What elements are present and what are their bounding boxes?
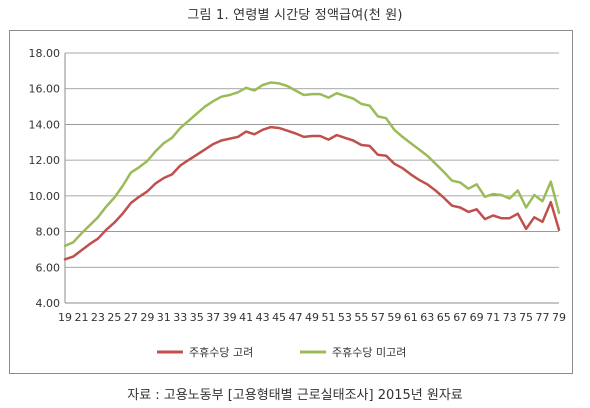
y-tick-label: 8.00 [36,226,61,239]
figure-title: 그림 1. 연령별 시간당 정액급여(천 원) [187,8,403,23]
y-tick-label: 6.00 [36,261,61,274]
x-tick-label: 33 [173,311,187,324]
x-tick-label: 57 [371,311,385,324]
x-tick-label: 65 [437,311,451,324]
legend-label-2: 주휴수당 미고려 [332,346,406,359]
x-tick-label: 27 [124,311,138,324]
x-tick-label: 41 [239,311,253,324]
x-tick-label: 63 [420,311,434,324]
x-tick-label: 77 [536,311,550,324]
source-note: 자료 : 고용노동부 [고용형태별 근로실태조사] 2015년 원자료 [127,388,463,403]
x-tick-label: 37 [206,311,220,324]
y-tick-label: 16.00 [29,83,61,96]
x-tick-label: 35 [190,311,204,324]
x-tick-label: 73 [503,311,517,324]
x-tick-label: 55 [354,311,368,324]
x-tick-label: 61 [404,311,418,324]
y-tick-label: 14.00 [29,118,61,131]
y-tick-label: 10.00 [29,190,61,203]
series-line-1 [63,125,561,261]
x-tick-label: 19 [58,311,72,324]
x-tick-label: 43 [256,311,270,324]
x-tick-label: 67 [453,311,467,324]
x-tick-label: 39 [223,311,237,324]
x-tick-label: 45 [272,311,286,324]
x-tick-label: 47 [289,311,303,324]
x-tick-label: 25 [107,311,121,324]
x-tick-label: 53 [338,311,352,324]
x-tick-label: 49 [305,311,319,324]
x-tick-label: 51 [321,311,335,324]
x-tick-label: 75 [519,311,533,324]
legend-label-1: 주휴수당 고려 [189,346,253,359]
y-tick-label: 12.00 [29,154,61,167]
x-tick-label: 79 [552,311,566,324]
x-tick-label: 71 [486,311,500,324]
x-tick-label: 29 [140,311,154,324]
y-tick-label: 18.00 [29,47,61,60]
x-tick-label: 59 [387,311,401,324]
x-tick-label: 69 [470,311,484,324]
x-tick-label: 31 [157,311,171,324]
line-chart: 4.00 6.00 8.00 10.00 12.00 14.00 16.00 18.00 19 2… [9,30,574,375]
y-tick-label: 4.00 [36,297,61,310]
series-line-2 [63,81,561,248]
x-tick-label: 21 [74,311,88,324]
x-tick-label: 23 [91,311,105,324]
